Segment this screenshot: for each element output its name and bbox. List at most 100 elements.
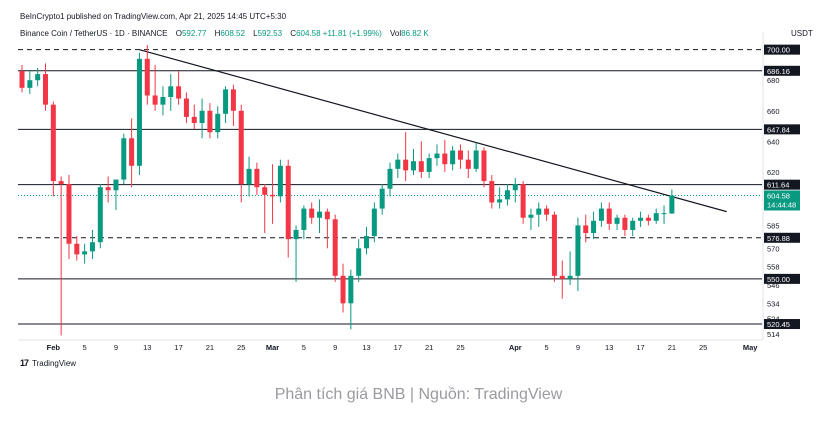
level-label: 686.16 (767, 67, 790, 76)
candle-body (168, 86, 174, 98)
high-label: H (214, 29, 221, 38)
candle (199, 98, 205, 139)
level-label-box (764, 124, 800, 135)
y-tick-label: 660 (767, 107, 780, 116)
candle (364, 226, 370, 255)
candle (58, 176, 64, 336)
candle (473, 142, 479, 172)
y-tick-label: 585 (767, 221, 780, 230)
y-tick-label: 534 (767, 299, 780, 308)
candle (254, 162, 260, 195)
x-tick-label: 17 (174, 343, 182, 352)
candle-body (144, 58, 150, 96)
candle (512, 178, 518, 203)
level-price-labels: 700.00 686.16 647.84 611.64 576.88 550.00 520.… (764, 44, 800, 330)
tradingview-logo[interactable]: 17 TradingView (20, 358, 76, 368)
candle-body (418, 161, 424, 172)
candle (50, 101, 56, 197)
candle (614, 214, 620, 230)
candle-body (97, 187, 103, 243)
candle (489, 174, 495, 209)
level-label: 700.00 (767, 46, 790, 55)
x-tick-label: 13 (362, 343, 370, 352)
candle (35, 67, 41, 87)
candle (246, 156, 252, 197)
candle-body (246, 168, 252, 185)
candle (152, 64, 158, 111)
x-tick-label: 21 (425, 343, 433, 352)
candles (19, 45, 675, 336)
candle (669, 189, 675, 214)
candle-body (371, 208, 377, 237)
candle-body (356, 248, 362, 276)
candle (285, 159, 291, 258)
x-tick-label: Feb (47, 343, 61, 352)
candle-body (528, 214, 534, 218)
candle (551, 211, 557, 282)
candle-body (669, 195, 675, 214)
candle-body (598, 208, 604, 221)
symbol-label[interactable]: Binance Coin / TetherUS · 1D · BINANCE (20, 29, 168, 38)
candle-body (191, 116, 197, 123)
candle-body (348, 275, 354, 304)
candle (591, 211, 597, 240)
candle (19, 64, 25, 93)
candle (528, 208, 534, 230)
candle-body (457, 150, 463, 160)
support-resistance-levels (18, 49, 762, 325)
candle (136, 52, 142, 175)
candle-body (42, 74, 48, 105)
candle (191, 104, 197, 130)
candle (176, 71, 182, 105)
candle (215, 106, 221, 139)
candle-body (442, 153, 448, 165)
x-tick-label: 13 (605, 343, 613, 352)
candle-body (481, 150, 487, 182)
x-tick-label: 17 (394, 343, 402, 352)
candle (348, 269, 354, 330)
candle-body (82, 251, 88, 255)
x-tick-label: 5 (83, 343, 87, 352)
currency-label[interactable]: USDT (791, 29, 813, 38)
candle-body (645, 217, 651, 221)
candle (223, 86, 229, 123)
candle (97, 184, 103, 249)
candle-body (58, 181, 64, 185)
published-info: BeInCrypto1 published on TradingView.com… (20, 12, 287, 21)
candle (89, 229, 95, 260)
y-tick-label: 514 (767, 330, 780, 339)
candle (262, 184, 268, 234)
candle-body (121, 138, 127, 180)
candle (559, 260, 565, 299)
candle (567, 251, 573, 285)
level-label-box (764, 179, 800, 190)
low-label: L (253, 29, 258, 38)
candle-body (317, 211, 323, 218)
candle (324, 208, 330, 249)
candle (418, 141, 424, 179)
image-caption: Phân tích giá BNB | Nguồn: TradingView (274, 386, 563, 403)
candle (395, 153, 401, 179)
ohlc-legend: Binance Coin / TetherUS · 1D · BINANCE O… (20, 29, 429, 38)
candle (160, 86, 166, 116)
x-tick-label: 21 (206, 343, 214, 352)
level-label-box (764, 319, 800, 330)
candle-body (270, 194, 276, 197)
candle-body (152, 95, 158, 105)
x-tick-label: 17 (636, 343, 644, 352)
candle-body (129, 138, 135, 166)
candle (387, 162, 393, 197)
candle-body (105, 187, 111, 191)
candle-body (74, 243, 80, 255)
candle-body (403, 159, 409, 171)
candle (575, 217, 581, 292)
candle-body (183, 98, 189, 117)
candle-body (450, 150, 456, 165)
y-axis: 700680660640620600585570558546534524514 (762, 32, 780, 340)
price-chart[interactable]: 700680660640620600585570558546534524514 … (0, 0, 837, 375)
x-tick-label: 25 (699, 343, 707, 352)
candle-body (661, 213, 667, 215)
candle-body (254, 168, 260, 188)
x-tick-label: 9 (576, 343, 580, 352)
level-label: 550.00 (767, 275, 790, 284)
